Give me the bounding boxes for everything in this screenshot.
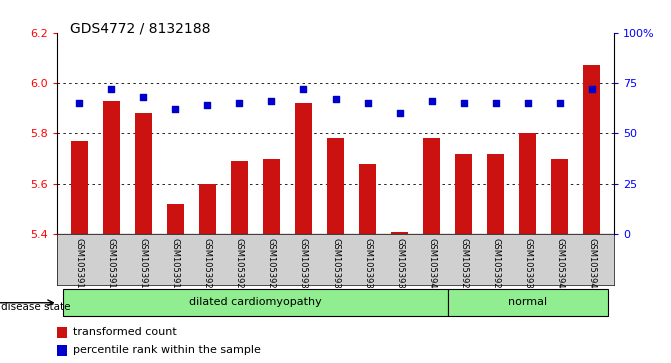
Point [106, 86, 117, 92]
Point [394, 110, 405, 116]
Text: GSM1053919: GSM1053919 [171, 238, 180, 294]
Point [522, 100, 533, 106]
Text: disease state: disease state [1, 302, 70, 312]
Bar [519, 134, 536, 234]
Point [426, 98, 437, 104]
Text: GDS4772 / 8132188: GDS4772 / 8132188 [70, 22, 211, 36]
Bar [70, 141, 89, 234]
Point [458, 100, 469, 106]
Bar [64, 289, 448, 316]
Point [298, 86, 309, 92]
Text: GSM1053915: GSM1053915 [75, 238, 84, 294]
Bar [199, 184, 216, 234]
Point [202, 102, 213, 108]
Bar [582, 65, 601, 234]
Bar [135, 113, 152, 234]
Text: GSM1053922: GSM1053922 [459, 238, 468, 294]
Bar [448, 289, 607, 316]
Point [74, 100, 85, 106]
Text: GSM1053941: GSM1053941 [427, 238, 436, 294]
Bar [455, 154, 472, 234]
Bar [231, 161, 248, 234]
Text: GSM1053926: GSM1053926 [267, 238, 276, 294]
Text: GSM1053924: GSM1053924 [203, 238, 212, 294]
Text: dilated cardiomyopathy: dilated cardiomyopathy [189, 297, 322, 307]
Bar [262, 159, 280, 234]
Text: normal: normal [508, 297, 547, 307]
Bar [295, 103, 312, 234]
Bar [103, 101, 120, 234]
Point [138, 94, 149, 100]
Text: GSM1053940: GSM1053940 [555, 238, 564, 294]
Bar [327, 138, 344, 234]
Bar [359, 164, 376, 234]
Bar [423, 138, 440, 234]
Text: GSM1053938: GSM1053938 [395, 238, 404, 294]
Text: percentile rank within the sample: percentile rank within the sample [72, 345, 260, 355]
Text: GSM1053925: GSM1053925 [235, 238, 244, 294]
Bar [551, 159, 568, 234]
Text: transformed count: transformed count [72, 327, 176, 337]
Text: GSM1053929: GSM1053929 [491, 238, 500, 294]
Point [330, 96, 341, 102]
Point [362, 100, 373, 106]
Bar [391, 232, 409, 234]
Text: GSM1053939: GSM1053939 [523, 238, 532, 294]
Point [266, 98, 277, 104]
Point [170, 106, 180, 112]
Text: GSM1053935: GSM1053935 [331, 238, 340, 294]
Text: GSM1053918: GSM1053918 [139, 238, 148, 294]
Point [491, 100, 501, 106]
Point [234, 100, 245, 106]
Text: GSM1053937: GSM1053937 [363, 238, 372, 294]
Bar [57, 327, 67, 338]
Bar [166, 204, 185, 234]
Bar [57, 345, 67, 356]
Text: GSM1053933: GSM1053933 [299, 238, 308, 294]
Text: GSM1053942: GSM1053942 [587, 238, 596, 294]
Text: GSM1053917: GSM1053917 [107, 238, 116, 294]
Point [586, 86, 597, 92]
Point [554, 100, 565, 106]
Bar [486, 154, 505, 234]
